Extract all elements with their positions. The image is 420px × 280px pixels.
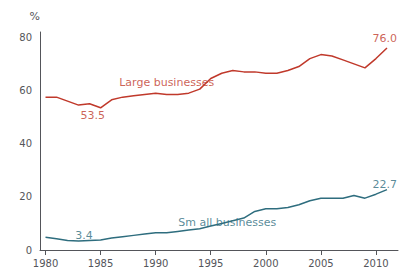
svg-text:40: 40 bbox=[19, 138, 32, 149]
svg-text:0: 0 bbox=[26, 245, 32, 256]
svg-text:76.0: 76.0 bbox=[373, 32, 398, 45]
svg-text:2010: 2010 bbox=[363, 258, 388, 269]
svg-text:%: % bbox=[30, 10, 40, 23]
svg-text:Large businesses: Large businesses bbox=[119, 76, 214, 89]
svg-text:1995: 1995 bbox=[198, 258, 223, 269]
svg-text:20: 20 bbox=[19, 191, 32, 202]
svg-text:3.4: 3.4 bbox=[75, 228, 93, 242]
svg-text:60: 60 bbox=[19, 85, 32, 96]
svg-text:2005: 2005 bbox=[308, 258, 333, 269]
svg-text:22.7: 22.7 bbox=[373, 178, 398, 191]
svg-text:1985: 1985 bbox=[88, 258, 113, 269]
svg-text:2000: 2000 bbox=[253, 258, 278, 269]
svg-text:Sm all businesses: Sm all businesses bbox=[178, 215, 277, 229]
svg-text:1990: 1990 bbox=[143, 258, 168, 269]
svg-text:80: 80 bbox=[19, 32, 32, 43]
svg-text:53.5: 53.5 bbox=[81, 109, 106, 122]
svg-text:1980: 1980 bbox=[33, 258, 58, 269]
